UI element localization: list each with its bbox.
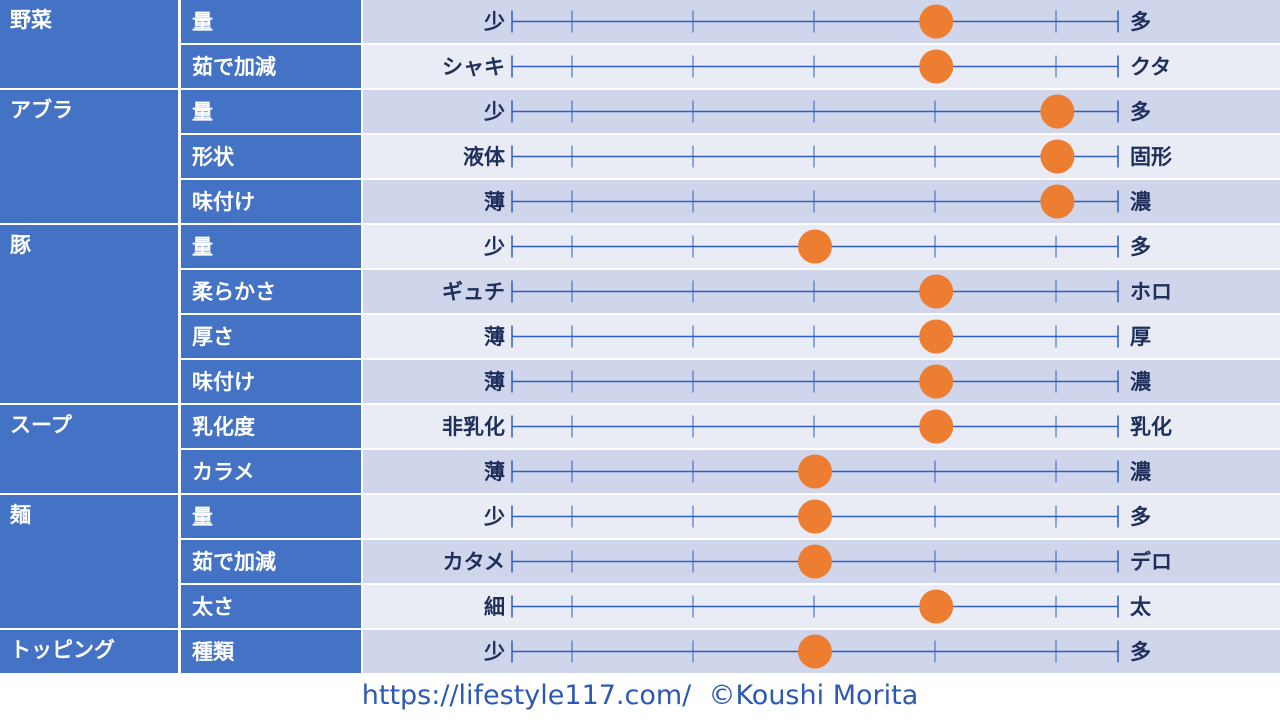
attribute-label: 厚さ: [192, 324, 234, 349]
attribute-cell: [181, 270, 361, 313]
attribute-label: 味付け: [192, 369, 255, 394]
scale-high-label: 固形: [1130, 144, 1172, 169]
attribute-cell: [181, 585, 361, 628]
scale-low-label: 少: [484, 234, 505, 259]
scale-low-label: ギュチ: [442, 279, 505, 304]
scale-high-label: 多: [1130, 639, 1151, 664]
attribute-label: 柔らかさ: [192, 279, 276, 304]
rating-marker: [1040, 139, 1075, 174]
attribute-cell: [181, 45, 361, 88]
scale-low-label: 少: [484, 639, 505, 664]
attribute-label: 種類: [192, 639, 234, 664]
scale-high-label: クタ: [1130, 54, 1172, 79]
attribute-label: 茹で加減: [192, 54, 276, 79]
scale-low-label: 少: [484, 9, 505, 34]
attribute-label: 太さ: [192, 594, 234, 619]
footer-credit[interactable]: https://lifestyle117.com/ ©Koushi Morita: [361, 680, 919, 711]
rating-marker: [798, 229, 832, 264]
rating-marker: [919, 409, 954, 444]
category-cell: [0, 495, 178, 628]
category-label: 野菜: [10, 8, 52, 32]
scale-high-label: 多: [1130, 9, 1151, 34]
attribute-label: 乳化度: [192, 414, 255, 439]
attribute-cell: [181, 540, 361, 583]
scale-high-label: ホロ: [1130, 279, 1172, 304]
attribute-label: 茹で加減: [192, 549, 276, 574]
attribute-label: 味付け: [192, 189, 255, 214]
rating-marker: [798, 544, 832, 579]
scale-low-label: カタメ: [442, 549, 505, 574]
category-label: トッピング: [10, 638, 115, 662]
attribute-cell: [181, 0, 361, 43]
rating-marker: [798, 454, 832, 489]
scale-high-label: 濃: [1130, 189, 1151, 214]
rating-marker: [919, 589, 954, 624]
scale-high-label: 多: [1130, 234, 1151, 259]
scale-low-label: 薄: [484, 459, 505, 484]
scale-low-label: 少: [484, 99, 505, 124]
rating-marker: [798, 499, 832, 534]
scale-low-label: 非乳化: [442, 414, 505, 439]
attribute-cell: [181, 90, 361, 133]
attribute-cell: [181, 315, 361, 358]
attribute-cell: [181, 135, 361, 178]
scale-high-label: 濃: [1130, 369, 1151, 394]
scale-low-label: 薄: [484, 189, 505, 214]
attribute-label: 量: [192, 504, 213, 529]
scale-low-label: 細: [484, 594, 505, 619]
attribute-cell: [181, 405, 361, 448]
rating-marker: [919, 364, 954, 399]
scale-high-label: 乳化: [1130, 414, 1172, 439]
scale-low-label: 薄: [484, 324, 505, 349]
attribute-cell: [181, 180, 361, 223]
category-label: アブラ: [10, 98, 73, 122]
category-label: 麺: [10, 503, 31, 527]
attribute-label: 量: [192, 234, 213, 259]
attribute-label: カラメ: [192, 459, 255, 484]
rating-marker: [798, 634, 832, 669]
scale-low-label: 薄: [484, 369, 505, 394]
scale-low-label: 少: [484, 504, 505, 529]
attribute-cell: [181, 495, 361, 538]
rating-marker: [919, 49, 954, 84]
scale-high-label: デロ: [1130, 549, 1172, 574]
rating-marker: [919, 4, 954, 39]
category-cell: [0, 90, 178, 223]
category-cell: [0, 630, 178, 673]
attribute-cell: [181, 450, 361, 493]
scale-low-label: 液体: [463, 144, 505, 169]
category-label: 豚: [10, 233, 31, 257]
attribute-label: 量: [192, 9, 213, 34]
rating-marker: [1040, 184, 1075, 219]
rating-marker: [919, 319, 954, 354]
attribute-cell: [181, 225, 361, 268]
attribute-cell: [181, 630, 361, 673]
attribute-label: 量: [192, 99, 213, 124]
scale-low-label: シャキ: [442, 54, 505, 79]
rating-marker: [1040, 94, 1075, 129]
attribute-label: 形状: [192, 144, 234, 169]
category-cell: [0, 0, 178, 88]
scale-high-label: 太: [1130, 594, 1151, 619]
category-cell: [0, 405, 178, 493]
rating-marker: [919, 274, 954, 309]
category-label: スープ: [10, 413, 72, 437]
scale-high-label: 厚: [1130, 324, 1151, 349]
scale-high-label: 多: [1130, 504, 1151, 529]
scale-high-label: 濃: [1130, 459, 1151, 484]
attribute-cell: [181, 360, 361, 403]
category-cell: [0, 225, 178, 403]
scale-high-label: 多: [1130, 99, 1151, 124]
